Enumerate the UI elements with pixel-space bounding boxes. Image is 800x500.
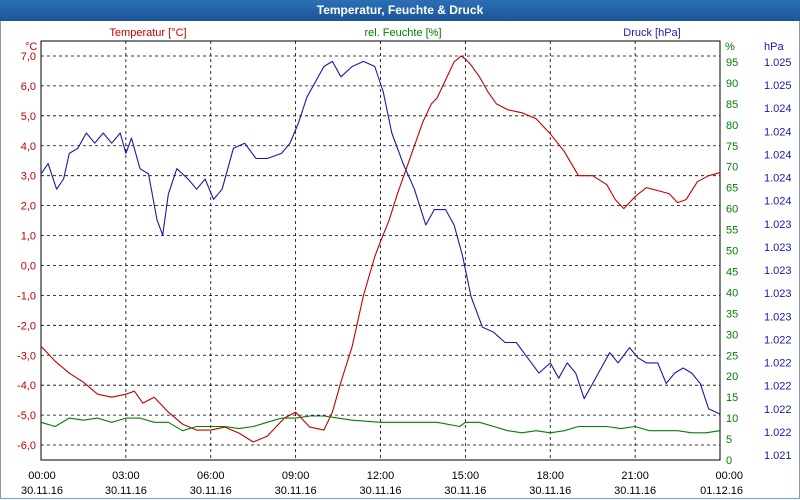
pressure-tick-label: 1.023 (764, 311, 792, 323)
pressure-tick-label: 1.022 (764, 334, 792, 346)
humidity-tick-label: 60 (726, 204, 738, 216)
x-tick-date: 30.11.16 (275, 485, 317, 497)
humidity-tick-label: 40 (726, 287, 738, 299)
x-tick-date: 30.11.16 (529, 485, 571, 497)
temperature-tick-label: 1,0 (21, 231, 36, 243)
humidity-tick-label: 25 (726, 350, 738, 362)
temperature-tick-label: -5,0 (17, 410, 36, 422)
pressure-series-line (40, 60, 721, 415)
humidity-tick-label: 95 (726, 57, 738, 69)
pressure-tick-label: 1.024 (764, 173, 792, 185)
humidity-axis-unit: % (725, 41, 735, 53)
humidity-tick-label: 70 (726, 162, 738, 174)
humidity-tick-label: 10 (726, 413, 738, 425)
temperature-tick-label: -2,0 (17, 320, 36, 332)
pressure-axis-unit: hPa (764, 41, 784, 53)
pressure-tick-label: 1.023 (764, 288, 792, 300)
title-bar: Temperatur, Feuchte & Druck (0, 0, 800, 21)
temperature-tick-label: -1,0 (17, 290, 36, 302)
humidity-tick-label: 5 (726, 434, 732, 446)
humidity-tick-label: 80 (726, 120, 738, 132)
humidity-tick-label: 30 (726, 329, 738, 341)
pressure-tick-label: 1.024 (764, 103, 792, 115)
pressure-tick-label: 1.024 (764, 196, 792, 208)
temperature-tick-label: 3,0 (21, 171, 36, 183)
pressure-legend: Druck [hPa] (623, 27, 680, 39)
x-tick-time: 15:00 (452, 470, 480, 482)
pressure-tick-label: 1.022 (764, 404, 792, 416)
pressure-tick-label: 1.023 (764, 265, 792, 277)
x-tick-time: 06:00 (197, 470, 225, 482)
temperature-tick-label: -4,0 (17, 380, 36, 392)
pressure-tick-label: 1.023 (764, 219, 792, 231)
temperature-tick-label: 5,0 (21, 111, 36, 123)
x-tick-time: 18:00 (536, 470, 564, 482)
humidity-tick-label: 65 (726, 183, 738, 195)
axis-labels: 7,0 6,0 5,0 4,0 3,0 2,0 1,0 0,0 -1,0 -2,0 -3,0 -4,0… (17, 51, 792, 497)
series-layer (40, 55, 721, 443)
humidity-tick-label: 15 (726, 392, 738, 404)
x-tick-time: 03:00 (112, 470, 140, 482)
pressure-tick-label: 1.025 (764, 80, 792, 92)
humidity-tick-label: 45 (726, 266, 738, 278)
pressure-tick-label: 1.023 (764, 242, 792, 254)
humidity-tick-label: 90 (726, 78, 738, 90)
humidity-legend: rel. Feuchte [%] (364, 27, 441, 39)
grid (41, 41, 720, 460)
x-tick-date: 30.11.16 (359, 485, 401, 497)
x-tick-time: 12:00 (367, 470, 395, 482)
humidity-series-line (40, 415, 721, 434)
temperature-legend: Temperatur [°C] (109, 27, 186, 39)
chart-title: Temperatur, Feuchte & Druck (316, 3, 484, 17)
x-tick-date: 30.11.16 (614, 485, 656, 497)
temperature-tick-label: 6,0 (21, 81, 36, 93)
humidity-tick-label: 35 (726, 308, 738, 320)
x-tick-date: 30.11.16 (21, 485, 63, 497)
pressure-tick-label: 1.022 (764, 427, 792, 439)
pressure-tick-label: 1.022 (764, 358, 792, 370)
temperature-tick-label: -3,0 (17, 350, 36, 362)
pressure-tick-label: 1.024 (764, 149, 792, 161)
humidity-tick-label: 85 (726, 99, 738, 111)
humidity-tick-label: 75 (726, 141, 738, 153)
x-tick-time: 00:00 (28, 470, 56, 482)
temperature-tick-label: -6,0 (17, 440, 36, 452)
x-tick-date: 30.11.16 (444, 485, 486, 497)
temperature-tick-label: 0,0 (21, 260, 36, 272)
pressure-tick-label: 1.025 (764, 57, 792, 69)
temperature-tick-label: 7,0 (21, 51, 36, 63)
x-tick-date: 30.11.16 (190, 485, 232, 497)
x-tick-time: 00:00 (715, 470, 743, 482)
humidity-tick-label: 0 (726, 455, 732, 467)
left-axis-unit: °C (25, 41, 37, 53)
pressure-tick-label: 1.022 (764, 381, 792, 393)
humidity-tick-label: 55 (726, 225, 738, 237)
temperature-tick-label: 4,0 (21, 141, 36, 153)
x-tick-date: 30.11.16 (105, 485, 147, 497)
x-tick-time: 09:00 (282, 470, 310, 482)
pressure-tick-label: 1.024 (764, 126, 792, 138)
humidity-tick-label: 20 (726, 371, 738, 383)
temperature-tick-label: 2,0 (21, 201, 36, 213)
pressure-tick-label: 1.021 (764, 450, 792, 462)
humidity-tick-label: 50 (726, 246, 738, 258)
x-tick-time: 21:00 (621, 470, 649, 482)
x-tick-date: 01.12.16 (700, 485, 743, 497)
